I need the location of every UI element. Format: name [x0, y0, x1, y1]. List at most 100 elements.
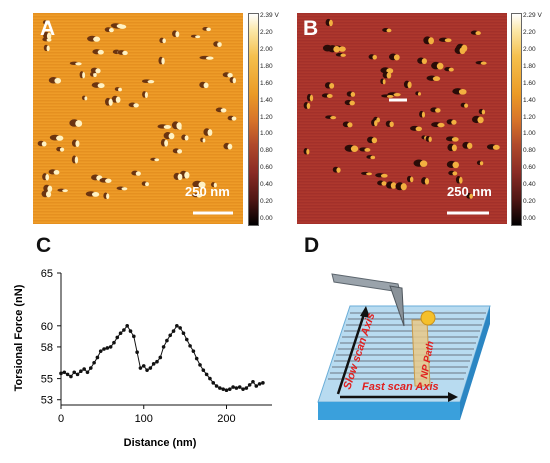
x-tick-label: 0 [58, 413, 64, 425]
afm-image-b [297, 13, 507, 224]
substrate-side [460, 306, 490, 420]
afm-feature [168, 132, 175, 140]
afm-feature [330, 116, 337, 120]
data-point [155, 359, 159, 364]
afm-feature [400, 183, 407, 191]
panel-letter-d: D [304, 234, 320, 257]
afm-feature [451, 137, 459, 142]
afm-feature [207, 129, 213, 136]
afm-feature [116, 24, 124, 29]
data-point [108, 345, 113, 349]
colorbar-tick-a: 0.40 [260, 181, 273, 189]
afm-feature [177, 149, 183, 154]
afm-feature [205, 56, 214, 60]
afm-feature [481, 109, 486, 115]
data-point [244, 386, 249, 390]
data-point [178, 326, 182, 330]
afm-feature [106, 193, 110, 200]
afm-feature [184, 171, 190, 179]
fast-scan-label: Fast scan Axis [362, 381, 439, 393]
afm-feature [374, 120, 378, 127]
colorbar-tick-a: 2.20 [260, 28, 273, 36]
data-point [224, 388, 229, 393]
afm-feature [349, 100, 355, 106]
afm-feature [122, 50, 128, 56]
afm-feature [198, 181, 206, 188]
afm-feature [459, 47, 466, 55]
afm-feature [145, 182, 149, 187]
afm-feature [435, 108, 441, 113]
data-point [211, 381, 216, 385]
colorbar-tick-a: 2.39 V [260, 12, 279, 19]
afm-feature [386, 68, 394, 74]
afm-feature [53, 169, 60, 175]
colorbar-tick-a: 0.60 [260, 164, 273, 172]
y-tick-label: 58 [41, 342, 53, 354]
afm-feature [45, 20, 50, 25]
afm-feature [407, 81, 412, 89]
scale-label-a: 250 nm [185, 184, 230, 199]
colorbar-tick-a: 1.00 [260, 130, 273, 138]
scan-diagram-svg: NP Path Slow scan Axis Fast scan Axis [317, 273, 491, 420]
afm-feature [135, 171, 141, 176]
afm-feature [393, 54, 400, 61]
afm-feature [41, 141, 47, 147]
colorbar-a [248, 13, 259, 226]
afm-feature [409, 176, 414, 183]
y-tick-label: 53 [41, 395, 53, 407]
afm-feature [59, 147, 65, 152]
afm-feature [428, 37, 434, 45]
data-point [191, 349, 196, 353]
afm-feature [54, 77, 62, 84]
colorbar-tick-b: 2.00 [523, 45, 536, 53]
data-point [237, 385, 242, 389]
afm-feature [452, 161, 460, 169]
data-point [208, 376, 212, 381]
data-point [171, 329, 176, 333]
panel-letter-c: C [36, 234, 52, 257]
afm-feature [432, 76, 441, 82]
afm-feature [164, 139, 169, 147]
y-tick-label: 55 [41, 374, 53, 386]
colorbar-tick-b: 0.80 [523, 147, 536, 155]
afm-feature [84, 96, 88, 101]
data-point [247, 383, 252, 387]
colorbar-tick-a: 1.40 [260, 96, 273, 104]
afm-feature [75, 120, 83, 127]
data-point [261, 381, 265, 385]
afm-feature [448, 67, 454, 72]
afm-feature [419, 160, 428, 167]
afm-feature [459, 176, 463, 184]
colorbar-tick-b: 0.40 [523, 181, 536, 189]
afm-feature [45, 191, 52, 198]
data-point [62, 370, 67, 375]
afm-feature [306, 102, 311, 110]
afm-feature [176, 122, 182, 130]
afm-feature [386, 72, 392, 79]
data-point [175, 324, 179, 328]
afm-feature [458, 88, 467, 95]
afm-feature [62, 189, 68, 193]
data-point [151, 362, 156, 366]
afm-feature [469, 193, 473, 199]
x-tick-label: 200 [217, 413, 235, 425]
afm-feature [95, 68, 101, 74]
afm-feature [175, 31, 180, 38]
afm-feature [177, 173, 183, 181]
afm-feature [82, 71, 86, 79]
colorbar-tick-a: 1.80 [260, 62, 273, 70]
afm-feature [452, 171, 458, 176]
afm-feature [306, 148, 310, 155]
afm-feature [206, 27, 211, 32]
data-point [231, 385, 235, 389]
afm-feature [415, 126, 423, 132]
data-point [161, 345, 166, 349]
data-point [188, 344, 192, 348]
data-point [75, 372, 80, 377]
afm-feature [93, 36, 101, 42]
afm-feature [364, 148, 371, 152]
data-point [72, 370, 77, 375]
data-point [128, 329, 133, 333]
afm-feature [75, 140, 80, 147]
afm-feature [380, 173, 388, 178]
